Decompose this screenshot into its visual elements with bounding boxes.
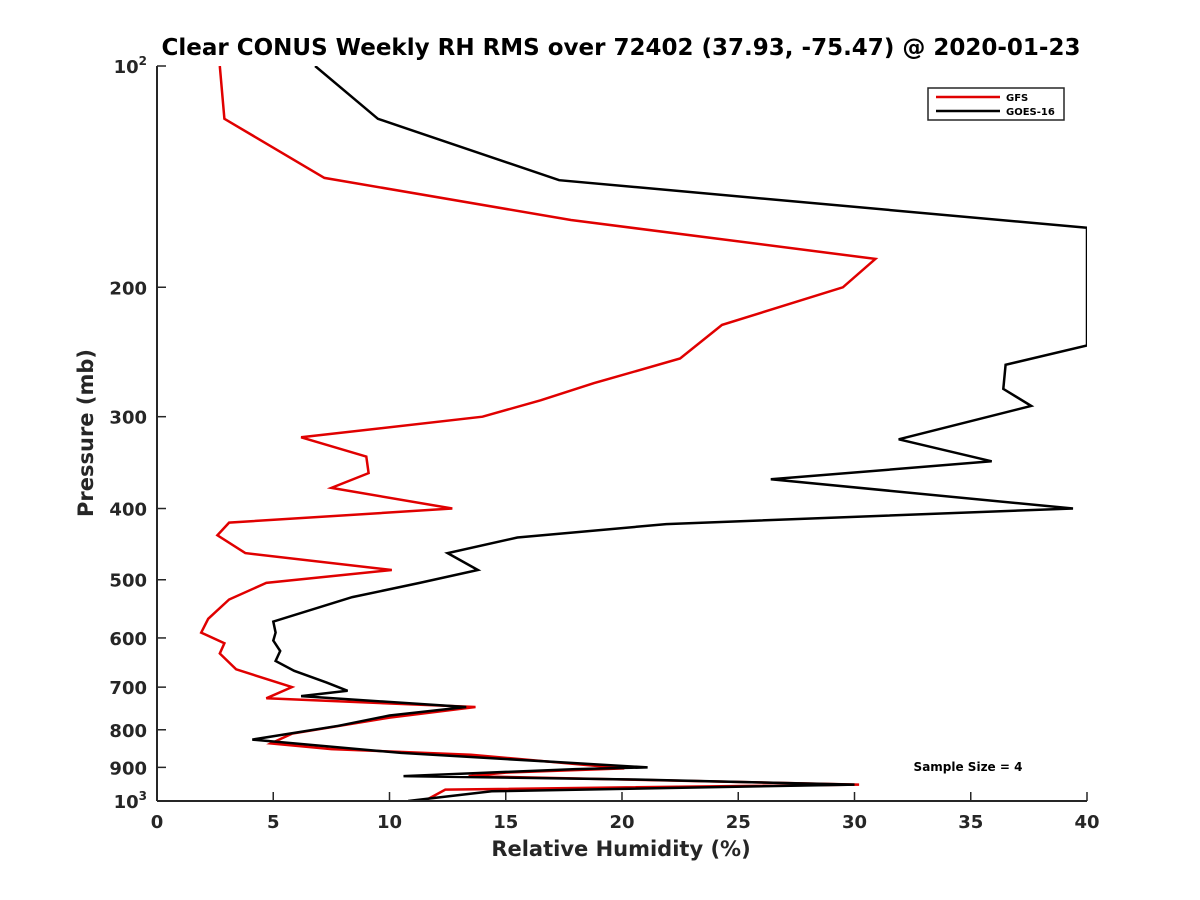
plot-frame <box>157 66 1087 801</box>
y-tick-label: 500 <box>109 571 147 592</box>
x-tick-label: 15 <box>493 812 518 833</box>
chart-title: Clear CONUS Weekly RH RMS over 72402 (37… <box>162 35 1081 61</box>
series-line-gfs <box>199 66 879 801</box>
x-tick-label: 40 <box>1074 812 1099 833</box>
x-tick-label: 25 <box>726 812 751 833</box>
y-tick-label: 103 <box>114 789 147 813</box>
plot-area <box>156 66 1087 802</box>
x-axis-label: Relative Humidity (%) <box>491 837 750 861</box>
sample-size-annotation: Sample Size = 4 <box>914 760 1023 774</box>
y-tick-label: 600 <box>109 629 147 650</box>
x-tick-label: 0 <box>151 812 164 833</box>
x-tick-label: 5 <box>267 812 280 833</box>
y-tick-label: 700 <box>109 678 147 699</box>
y-tick-label: 800 <box>109 721 147 742</box>
legend-box <box>927 87 1065 121</box>
series-layer <box>199 66 1087 801</box>
legend-label-gfs: GFS <box>1006 93 1028 104</box>
x-tick-label: 20 <box>609 812 634 833</box>
x-tick-label: 30 <box>842 812 867 833</box>
legend-label-goes16: GOES-16 <box>1006 107 1055 118</box>
y-tick-label: 102 <box>114 54 147 78</box>
y-tick-label: 300 <box>109 408 147 429</box>
y-axis-ticks: 102 200 300 400 500 600 700 800 900 103 <box>109 54 166 813</box>
x-tick-label: 10 <box>377 812 402 833</box>
y-tick-label: 400 <box>109 500 147 521</box>
series-line-goes16 <box>252 66 1087 801</box>
legend: GFS GOES-16 <box>927 87 1065 121</box>
y-axis-label: Pressure (mb) <box>74 349 98 517</box>
y-tick-label: 900 <box>109 758 147 779</box>
x-tick-label: 35 <box>958 812 983 833</box>
y-tick-label: 200 <box>109 278 147 299</box>
x-axis-ticks: 0 5 10 15 20 25 30 35 40 <box>151 792 1100 833</box>
